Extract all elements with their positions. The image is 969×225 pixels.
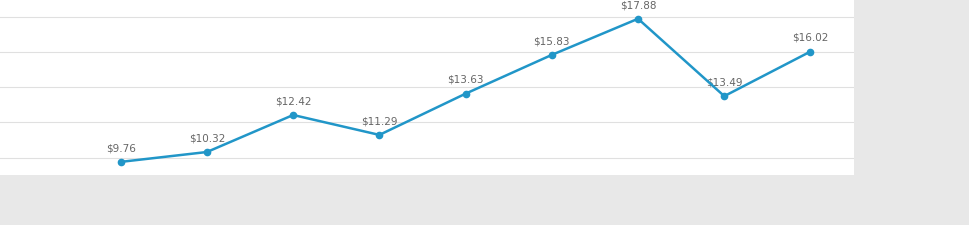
Text: $16.02: $16.02 bbox=[792, 33, 828, 43]
Text: $13.49: $13.49 bbox=[705, 77, 741, 87]
Text: $12.42: $12.42 bbox=[274, 96, 311, 106]
Text: $13.63: $13.63 bbox=[447, 75, 484, 85]
Text: $17.88: $17.88 bbox=[619, 0, 656, 10]
Text: $15.83: $15.83 bbox=[533, 36, 570, 46]
Text: $10.32: $10.32 bbox=[189, 133, 225, 143]
Text: $9.76: $9.76 bbox=[106, 142, 136, 153]
Text: $11.29: $11.29 bbox=[360, 116, 397, 126]
